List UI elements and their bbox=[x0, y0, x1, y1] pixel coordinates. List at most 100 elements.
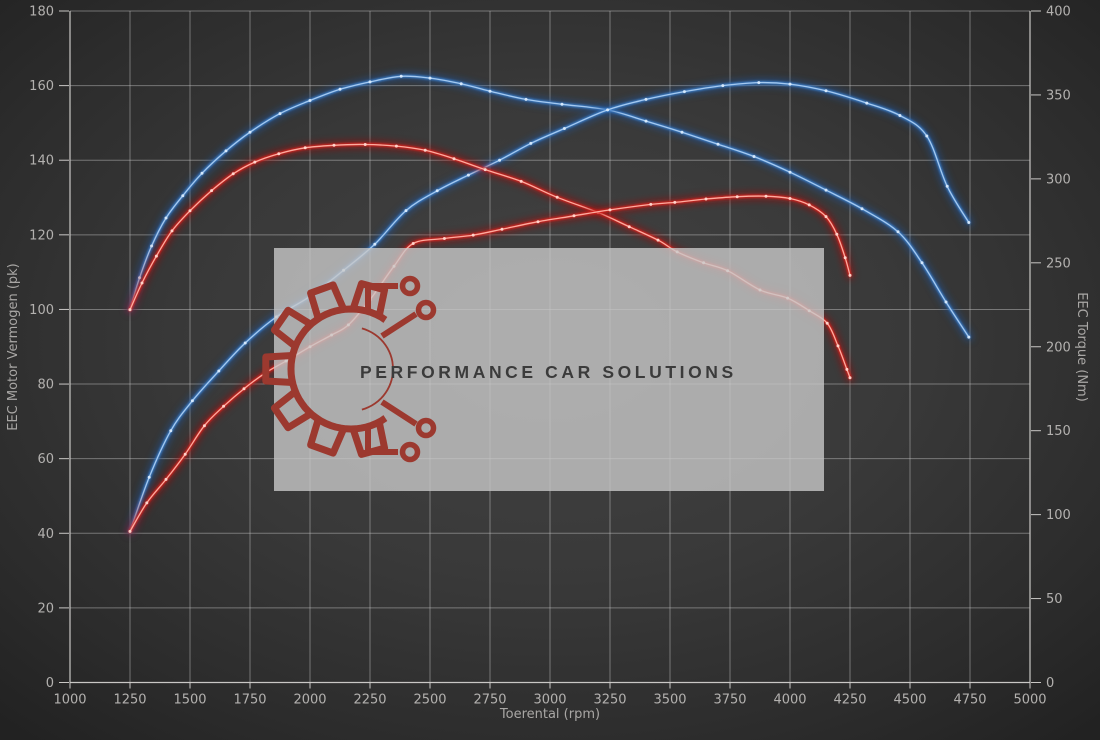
y-left-tick-label: 160 bbox=[29, 79, 54, 94]
data-point bbox=[716, 142, 720, 146]
data-point bbox=[210, 189, 214, 193]
data-point bbox=[845, 367, 849, 371]
x-tick-label: 1500 bbox=[173, 693, 206, 708]
data-point bbox=[466, 173, 470, 177]
data-point bbox=[824, 89, 828, 93]
data-point bbox=[363, 143, 367, 146]
y-right-tick-label: 250 bbox=[1046, 256, 1071, 271]
data-point bbox=[338, 87, 342, 91]
data-point bbox=[435, 189, 439, 193]
gear-tooth bbox=[307, 418, 347, 457]
x-tick-label: 3250 bbox=[593, 693, 626, 708]
x-tick-label: 4000 bbox=[773, 693, 806, 708]
data-point bbox=[308, 99, 312, 102]
data-point bbox=[140, 281, 144, 285]
data-point bbox=[925, 134, 929, 138]
data-point bbox=[488, 89, 492, 93]
x-tick-label: 3500 bbox=[653, 693, 686, 708]
data-point bbox=[967, 221, 971, 224]
data-point bbox=[835, 232, 839, 236]
data-point bbox=[524, 97, 528, 101]
data-point bbox=[150, 244, 154, 248]
data-point bbox=[898, 114, 902, 117]
data-point bbox=[649, 202, 653, 206]
data-point bbox=[169, 429, 173, 433]
data-point bbox=[865, 101, 869, 105]
data-point bbox=[128, 308, 132, 312]
data-point bbox=[332, 143, 336, 147]
data-point bbox=[967, 335, 971, 339]
data-point bbox=[896, 230, 900, 234]
data-point bbox=[181, 194, 185, 198]
gear-tooth bbox=[307, 281, 347, 320]
data-point bbox=[253, 160, 257, 164]
x-tick-label: 2250 bbox=[353, 693, 386, 708]
data-point bbox=[200, 171, 204, 175]
tick-labels: 0 20 40 60 80 100 120 140 160 180 0 50 100 150 200 250 3… bbox=[29, 5, 1071, 708]
data-point bbox=[920, 261, 924, 265]
data-point bbox=[644, 97, 648, 101]
data-point bbox=[848, 273, 852, 277]
curve-koppel-run-2 bbox=[125, 191, 855, 536]
curve-core bbox=[129, 195, 851, 533]
data-point bbox=[278, 112, 282, 116]
curve-vermogen-run-2 bbox=[125, 78, 974, 536]
data-point bbox=[682, 90, 686, 94]
data-point bbox=[500, 227, 504, 231]
circuit-node bbox=[399, 275, 421, 297]
data-point bbox=[757, 81, 761, 85]
y-left-tick-label: 60 bbox=[37, 452, 54, 467]
data-point bbox=[608, 208, 612, 212]
data-point bbox=[423, 148, 427, 152]
data-point bbox=[572, 214, 576, 218]
data-point bbox=[483, 168, 487, 172]
x-tick-label: 1250 bbox=[113, 693, 146, 708]
data-point bbox=[529, 141, 533, 145]
data-point bbox=[452, 157, 456, 161]
gear-ring bbox=[287, 305, 388, 433]
x-tick-label: 3750 bbox=[713, 693, 746, 708]
data-point bbox=[860, 207, 864, 211]
y-right-tick-label: 0 bbox=[1046, 676, 1054, 691]
y-left-tick-label: 180 bbox=[29, 5, 54, 20]
curve-core bbox=[129, 81, 970, 533]
x-tick-label: 1000 bbox=[53, 693, 86, 708]
data-point bbox=[399, 74, 403, 78]
y-right-tick-label: 350 bbox=[1046, 88, 1071, 103]
data-point bbox=[128, 529, 132, 533]
watermark-text: PERFORMANCE CAR SOLUTIONS bbox=[360, 362, 737, 382]
data-point bbox=[560, 102, 564, 106]
data-point bbox=[170, 229, 174, 233]
data-point bbox=[164, 477, 168, 481]
data-point bbox=[164, 216, 168, 220]
data-point bbox=[231, 172, 235, 176]
x-tick-label: 2500 bbox=[413, 693, 446, 708]
data-point bbox=[606, 108, 610, 112]
data-point bbox=[752, 155, 756, 158]
x-tick-label: 5000 bbox=[1013, 693, 1046, 708]
gear-tooth bbox=[262, 352, 293, 386]
circuit-trace bbox=[365, 426, 398, 455]
data-point bbox=[243, 341, 247, 345]
data-point bbox=[673, 200, 677, 204]
circuit-node bbox=[415, 417, 437, 439]
data-point bbox=[644, 119, 648, 123]
gear-circuit-logo-icon bbox=[262, 275, 437, 463]
data-point bbox=[945, 184, 949, 188]
data-point bbox=[764, 194, 768, 198]
data-point bbox=[704, 197, 708, 201]
data-point bbox=[824, 215, 828, 219]
x-tick-label: 4750 bbox=[953, 693, 986, 708]
y-axis-left-title: EEC Motor Vermogen (pk) bbox=[6, 263, 21, 431]
data-point bbox=[428, 76, 432, 80]
circuit-trace bbox=[365, 283, 398, 312]
circuit-trace bbox=[380, 311, 418, 339]
data-point bbox=[825, 321, 829, 325]
data-point bbox=[536, 220, 540, 224]
data-point bbox=[807, 203, 811, 207]
y-right-tick-label: 300 bbox=[1046, 172, 1071, 187]
tick-marks bbox=[59, 10, 1041, 689]
data-point bbox=[242, 387, 246, 391]
data-point bbox=[368, 80, 372, 84]
